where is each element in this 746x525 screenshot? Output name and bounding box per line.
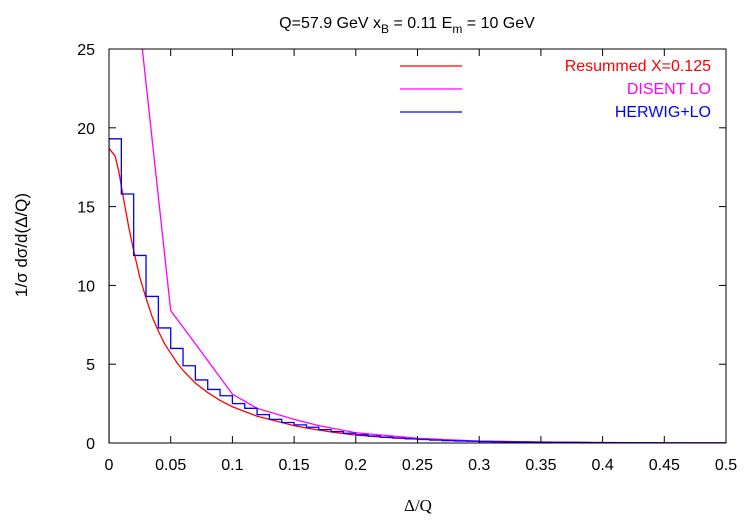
y-tick-label: 0 — [86, 436, 95, 453]
chart-title-sub-b: B — [381, 22, 389, 36]
y-tick-label: 10 — [77, 278, 95, 295]
x-tick-label: 0.2 — [345, 457, 367, 474]
x-tick-label: 0.4 — [591, 457, 613, 474]
x-tick-label: 0.5 — [715, 457, 737, 474]
x-tick-label: 0.15 — [279, 457, 310, 474]
x-tick-label: 0.3 — [468, 457, 490, 474]
legend-label: HERWIG+LO — [615, 104, 711, 121]
legend-label: DISENT LO — [627, 81, 711, 98]
chart-title-main: Q=57.9 GeV x — [279, 15, 381, 32]
y-tick-label: 15 — [77, 200, 95, 217]
x-tick-label: 0 — [105, 457, 114, 474]
y-axis-label: 1/σ dσ/d(Δ/Q) — [12, 193, 31, 297]
y-tick-label: 25 — [77, 42, 95, 59]
ticks-layer: 0 0.05 0.1 0.15 0.2 0.25 0.3 0.35 0.4 0.45 0.5 0 5 10… — [77, 42, 737, 474]
x-tick-label: 0.25 — [402, 457, 433, 474]
legend: Resummed X=0.125 DISENT LO HERWIG+LO — [400, 58, 711, 121]
legend-label: Resummed X=0.125 — [565, 58, 711, 75]
chart-title-sub-m: m — [452, 22, 462, 36]
x-tick-label: 0.05 — [155, 457, 186, 474]
plot-frame — [108, 48, 727, 444]
x-tick-label: 0.35 — [525, 457, 556, 474]
chart-title-end: = 10 GeV — [462, 15, 535, 32]
x-tick-label: 0.1 — [221, 457, 243, 474]
y-tick-label: 5 — [86, 357, 95, 374]
chart-title: Q=57.9 GeV xB = 0.11 Em = 10 GeV — [279, 15, 535, 36]
x-tick-label: 0.45 — [649, 457, 680, 474]
frame-layer — [108, 48, 727, 444]
y-tick-label: 20 — [77, 121, 95, 138]
chart-title-mid: = 0.11 E — [389, 15, 452, 32]
x-axis-label: Δ/Q — [404, 496, 432, 515]
